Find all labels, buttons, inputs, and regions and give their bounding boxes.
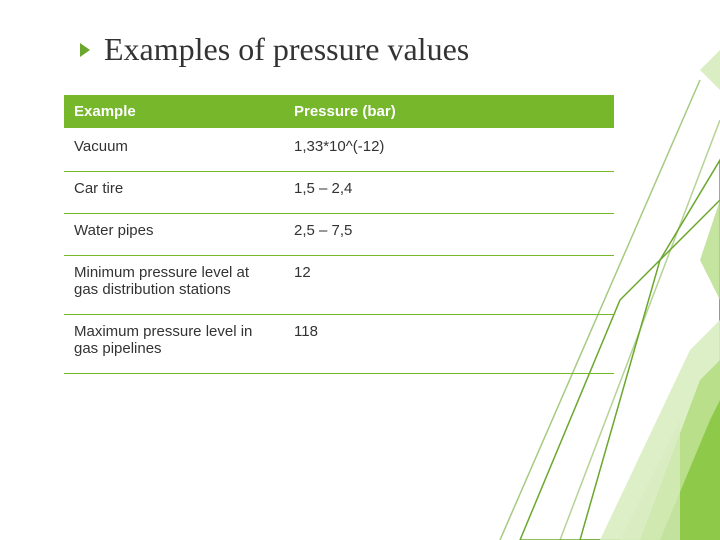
table-cell: 1,5 – 2,4 <box>284 172 504 214</box>
table-cell: Water pipes <box>64 214 284 256</box>
bullet-icon <box>80 43 90 57</box>
table-cell: 2,5 – 7,5 <box>284 214 504 256</box>
table-cell: Vacuum <box>64 129 284 172</box>
table-cell: 12 <box>284 256 504 315</box>
table-cell: 1,33*10^(-12) <box>284 129 504 172</box>
table-cell: Maximum pressure level in gas pipelines <box>64 315 284 374</box>
table-header-cell: Example <box>64 95 284 129</box>
table-row: Car tire1,5 – 2,4 <box>64 172 614 214</box>
slide-title-row: Examples of pressure values <box>80 32 656 67</box>
table-cell <box>504 315 614 374</box>
table-row: Maximum pressure level in gas pipelines1… <box>64 315 614 374</box>
table-header-cell <box>504 95 614 129</box>
table-header-cell: Pressure (bar) <box>284 95 504 129</box>
table-cell: Car tire <box>64 172 284 214</box>
table-body: Vacuum1,33*10^(-12)Car tire1,5 – 2,4Wate… <box>64 129 614 374</box>
table-cell <box>504 214 614 256</box>
table-row: Minimum pressure level at gas distributi… <box>64 256 614 315</box>
table-cell <box>504 256 614 315</box>
table-row: Water pipes2,5 – 7,5 <box>64 214 614 256</box>
table-header-row: ExamplePressure (bar) <box>64 95 614 129</box>
table-cell: 118 <box>284 315 504 374</box>
slide-title: Examples of pressure values <box>104 32 469 67</box>
table-cell <box>504 172 614 214</box>
table-cell <box>504 129 614 172</box>
table-row: Vacuum1,33*10^(-12) <box>64 129 614 172</box>
pressure-values-table: ExamplePressure (bar) Vacuum1,33*10^(-12… <box>64 95 614 374</box>
table-cell: Minimum pressure level at gas distributi… <box>64 256 284 315</box>
